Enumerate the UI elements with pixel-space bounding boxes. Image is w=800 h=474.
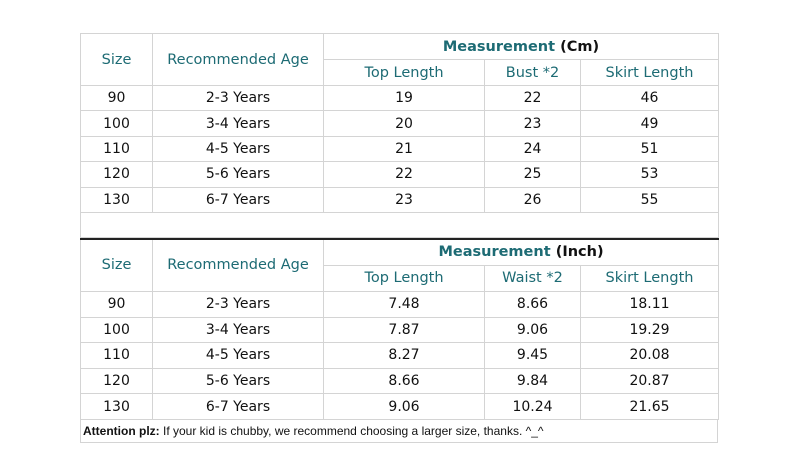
spacer-cell (80, 211, 719, 238)
data-row: 120 5-6 Years 8.66 9.84 20.87 (80, 367, 720, 395)
cell: 21.65 (579, 393, 720, 420)
cell: 9.06 (323, 393, 485, 420)
cell: 49 (580, 110, 719, 137)
data-row: 90 2-3 Years 7.48 8.66 18.11 (80, 290, 720, 318)
cell: 22 (484, 84, 581, 112)
measurement-unit: (Inch) (555, 244, 604, 261)
cell: 90 (80, 84, 153, 112)
data-row: 100 3-4 Years 7.87 9.06 19.29 (80, 316, 720, 344)
header-age: Recommended Age (152, 238, 324, 292)
tables: Size Recommended Age Measurement (Cm) Top L… (80, 33, 720, 420)
cell: 6-7 Years (152, 186, 324, 213)
header-size: Size (80, 238, 153, 292)
cell: 100 (80, 110, 153, 137)
size-chart: Size Recommended Age Measurement (Cm) Top L… (80, 33, 720, 443)
note: Attention plz: If your kid is chubby, we… (80, 419, 718, 443)
cell: 8.27 (323, 342, 485, 369)
measurement-unit: (Cm) (560, 38, 600, 55)
cell: 8.66 (323, 367, 485, 395)
header-age: Recommended Age (152, 33, 324, 86)
header-column: Skirt Length (580, 59, 719, 86)
cell: 51 (580, 135, 719, 163)
cell: 7.48 (323, 290, 485, 318)
size-table: Size Recommended Age Measurement (Cm) Top L… (80, 33, 719, 238)
cell: 20 (323, 110, 485, 137)
cell: 20.08 (579, 342, 720, 369)
cell: 19 (323, 84, 485, 112)
cell: 2-3 Years (152, 290, 324, 318)
header-column: Top Length (323, 59, 485, 86)
cell: 20.87 (579, 367, 720, 395)
header-measurement: Measurement (Inch) (322, 238, 720, 266)
cell: 26 (484, 186, 581, 213)
data-row: 130 6-7 Years 23 26 55 (80, 186, 719, 213)
note-label: Attention plz: (83, 423, 160, 438)
size-table: Size Recommended Age Measurement (Inch) Top… (80, 237, 720, 420)
measurement-label: Measurement (438, 244, 551, 261)
cell: 130 (80, 393, 153, 420)
cell: 130 (80, 186, 153, 213)
cell: 110 (80, 342, 153, 369)
cell: 120 (80, 161, 153, 188)
cell: 4-5 Years (152, 342, 324, 369)
cell: 5-6 Years (152, 367, 324, 395)
data-row: 110 4-5 Years 8.27 9.45 20.08 (80, 342, 720, 369)
data-row: 100 3-4 Years 20 23 49 (80, 110, 719, 137)
data-row: 110 4-5 Years 21 24 51 (80, 135, 719, 163)
data-row: 90 2-3 Years 19 22 46 (80, 84, 719, 112)
cell: 3-4 Years (152, 110, 324, 137)
cell: 2-3 Years (152, 84, 324, 112)
cell: 22 (323, 161, 485, 188)
cell: 4-5 Years (152, 135, 324, 163)
cell: 5-6 Years (152, 161, 324, 188)
cell: 21 (323, 135, 485, 163)
cell: 3-4 Years (152, 316, 324, 344)
cell: 24 (484, 135, 581, 163)
data-row: 120 5-6 Years 22 25 53 (80, 161, 719, 188)
cell: 10.24 (484, 393, 581, 420)
cell: 9.45 (484, 342, 581, 369)
header-row: Top Length Bust *2 Skirt Length (81, 59, 719, 86)
cell: 9.06 (484, 316, 581, 344)
cell: 100 (80, 316, 153, 344)
cell: 23 (484, 110, 581, 137)
header-column: Waist *2 (484, 264, 581, 292)
header-column: Skirt Length (579, 264, 720, 292)
note-text: If your kid is chubby, we recommend choo… (163, 423, 544, 438)
cell: 55 (580, 186, 719, 213)
header-row: Size Recommended Age Measurement (Cm) (80, 33, 719, 86)
header-measurement: Measurement (Cm) (323, 33, 719, 60)
measurement-label: Measurement (442, 38, 556, 55)
spacer-row (80, 211, 719, 238)
header-row: Top Length Waist *2 Skirt Length (81, 264, 720, 292)
cell: 23 (323, 186, 485, 213)
cell: 25 (484, 161, 581, 188)
header-column: Top Length (323, 264, 485, 292)
data-row: 130 6-7 Years 9.06 10.24 21.65 (80, 393, 720, 420)
header-column: Bust *2 (484, 59, 581, 86)
cell: 8.66 (484, 290, 581, 318)
cell: 9.84 (484, 367, 581, 395)
cell: 18.11 (579, 290, 720, 318)
cell: 46 (580, 84, 719, 112)
cell: 19.29 (579, 316, 720, 344)
cell: 53 (580, 161, 719, 188)
cell: 90 (80, 290, 153, 318)
cell: 110 (80, 135, 153, 163)
header-size: Size (80, 33, 153, 86)
cell: 120 (80, 367, 153, 395)
cell: 6-7 Years (152, 393, 324, 420)
cell: 7.87 (323, 316, 485, 344)
header-row: Size Recommended Age Measurement (Inch) (80, 238, 720, 292)
